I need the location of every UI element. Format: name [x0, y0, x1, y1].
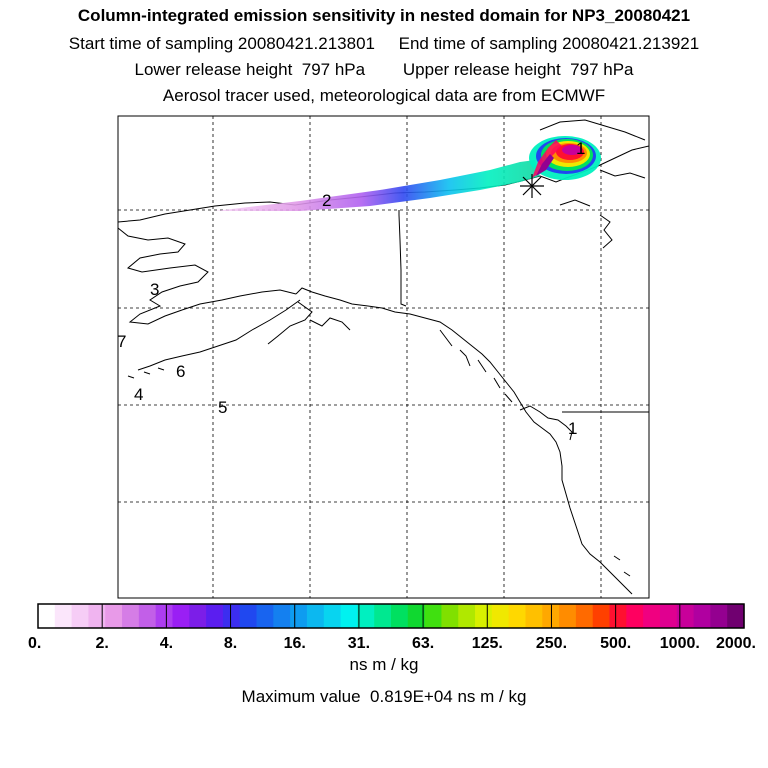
- colorbar-cell: [575, 604, 594, 628]
- colorbar-units: ns m / kg: [349, 655, 419, 674]
- colorbar-tick-label: 0.: [28, 635, 41, 652]
- colorbar-cell: [659, 604, 678, 628]
- colorbar-cell: [458, 604, 476, 628]
- colorbar-cell: [491, 604, 510, 628]
- colorbar-cell: [609, 604, 627, 628]
- colorbar-cell: [626, 604, 644, 628]
- colorbar-cell: [88, 604, 106, 628]
- colorbar-cell: [727, 604, 745, 628]
- tracer-info: Aerosol tracer used, meteorological data…: [162, 86, 606, 105]
- colorbar-cell: [222, 604, 241, 628]
- colorbar-cell: [273, 604, 291, 628]
- map-title: Column-integrated emission sensitivity i…: [77, 6, 691, 25]
- map-labels: 1 2 3 4 5 6 7 1: [117, 139, 585, 438]
- map-label-1: 1: [576, 139, 585, 158]
- release-location-marker: [520, 174, 544, 198]
- colorbar-tick-label: 63.: [412, 635, 434, 652]
- map-label-1-south: 1: [568, 419, 577, 438]
- colorbar-cell: [441, 604, 459, 628]
- map-label-7: 7: [117, 332, 126, 351]
- colorbar: 0. 2. 4. 8. 16. 31. 63. 125. 250. 500. 1000. 2000.: [28, 603, 756, 652]
- maximum-value: Maximum value 0.819E+04 ns m / kg: [241, 687, 527, 706]
- colorbar-cell: [71, 604, 90, 628]
- colorbar-cell: [592, 604, 611, 628]
- release-heights: Lower release height 797 hPa Upper relea…: [0, 60, 768, 80]
- start-time: Start time of sampling 20080421.213801: [68, 34, 376, 53]
- map-frame: [117, 115, 650, 599]
- colorbar-tick-label: 500.: [600, 635, 631, 652]
- map-label-4: 4: [134, 385, 143, 404]
- colorbar-cell: [407, 604, 426, 628]
- colorbar-cell: [172, 604, 190, 628]
- colorbar-cell: [38, 604, 56, 628]
- colorbar-tick-label: 2000.: [716, 635, 756, 652]
- map-label-5: 5: [218, 398, 227, 417]
- colorbar-cell: [122, 604, 140, 628]
- colorbar-tick-label: 1000.: [660, 635, 700, 652]
- colorbar-cell: [710, 604, 728, 628]
- colorbar-cell: [391, 604, 409, 628]
- colorbar-cell: [54, 604, 73, 628]
- colorbar-cell: [643, 604, 661, 628]
- map-label-6: 6: [176, 362, 185, 381]
- colorbar-cell: [189, 604, 207, 628]
- end-time: End time of sampling 20080421.213921: [398, 34, 700, 53]
- colorbar-tick-labels: 0. 2. 4. 8. 16. 31. 63. 125. 250. 500. 1000. 2000.: [28, 635, 756, 652]
- colorbar-cell: [105, 604, 123, 628]
- colorbar-cell: [155, 604, 174, 628]
- colorbar-cell: [475, 604, 493, 628]
- colorbar-cell: [290, 604, 308, 628]
- colorbar-cell: [693, 604, 711, 628]
- colorbar-tick-label: 125.: [472, 635, 503, 652]
- colorbar-tick-label: 31.: [348, 635, 370, 652]
- colorbar-cell: [306, 604, 325, 628]
- lower-release-height: Lower release height 797 hPa: [134, 60, 366, 79]
- colorbar-cell: [138, 604, 157, 628]
- colorbar-cell: [676, 604, 695, 628]
- colorbar-cell: [559, 604, 577, 628]
- colorbar-ticks: [37, 604, 745, 628]
- colorbar-cell: [525, 604, 543, 628]
- colorbar-cell: [206, 604, 224, 628]
- colorbar-cell: [323, 604, 342, 628]
- colorbar-cell: [374, 604, 392, 628]
- colorbar-cell: [256, 604, 274, 628]
- colorbar-cell: [357, 604, 375, 628]
- colorbar-tick-label: 250.: [536, 635, 567, 652]
- colorbar-tick-label: 2.: [96, 635, 109, 652]
- map-label-2: 2: [322, 191, 331, 210]
- colorbar-cells: [38, 604, 745, 628]
- sampling-times: Start time of sampling 20080421.213801 E…: [0, 34, 768, 54]
- colorbar-cell: [508, 604, 527, 628]
- colorbar-tick-label: 8.: [224, 635, 237, 652]
- emission-plume: [215, 136, 601, 211]
- colorbar-cell: [424, 604, 443, 628]
- upper-release-height: Upper release height 797 hPa: [402, 60, 634, 79]
- colorbar-cell: [239, 604, 258, 628]
- map-label-3: 3: [150, 280, 159, 299]
- colorbar-cell: [340, 604, 358, 628]
- colorbar-tick-label: 16.: [284, 635, 306, 652]
- colorbar-tick-label: 4.: [160, 635, 173, 652]
